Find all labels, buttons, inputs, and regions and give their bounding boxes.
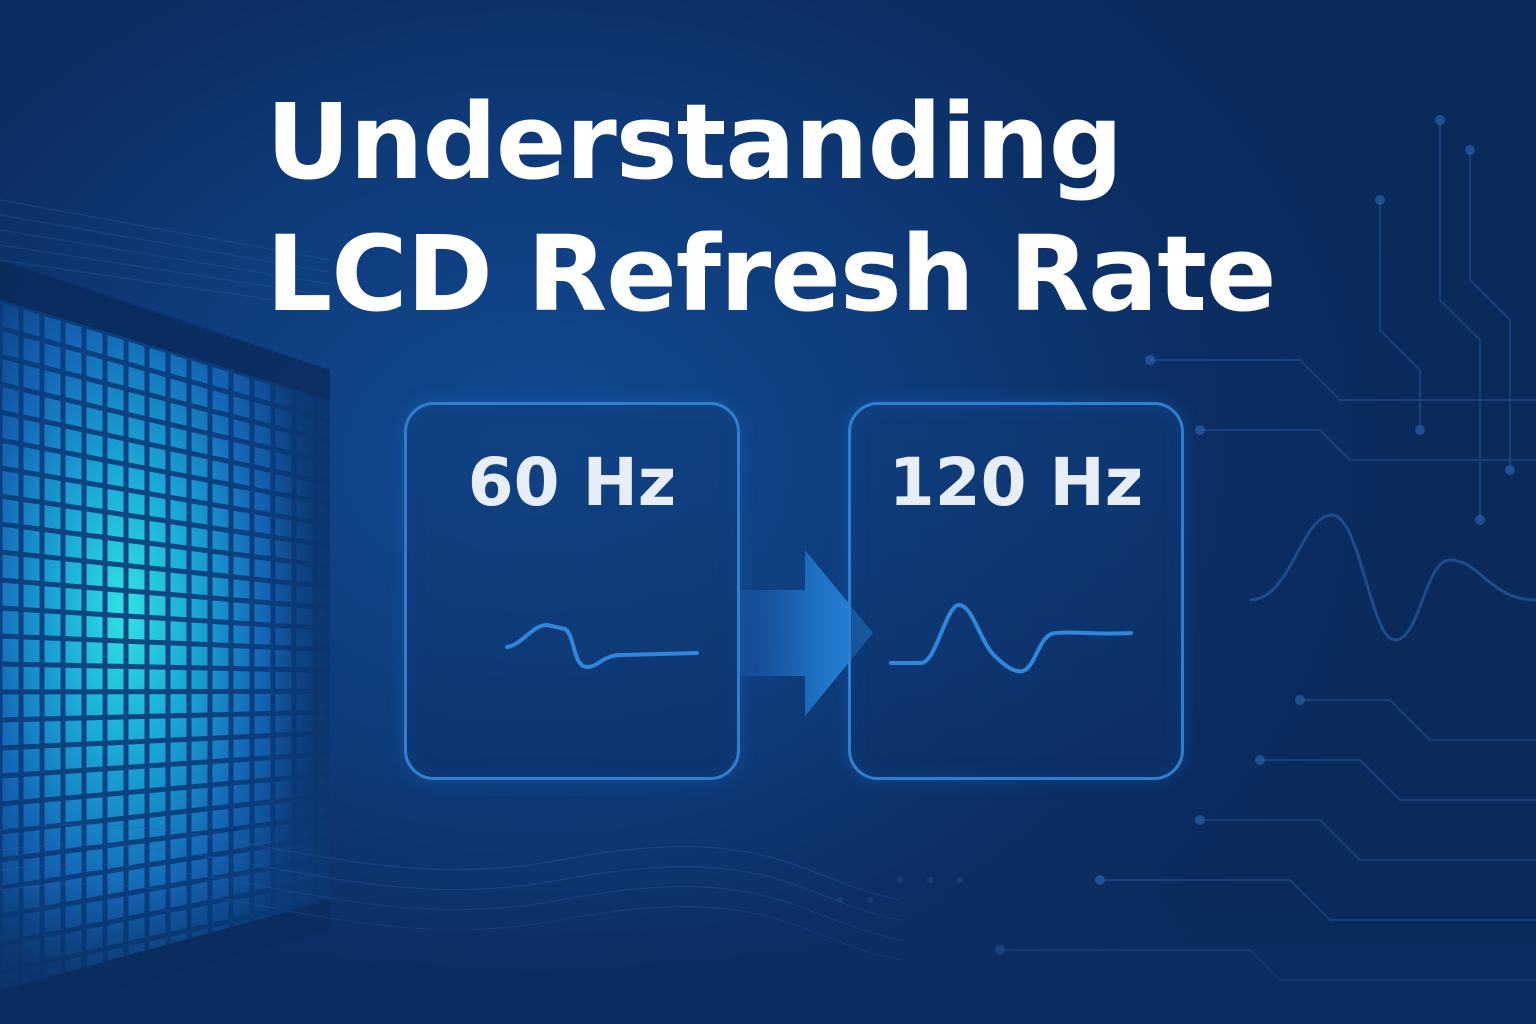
panel-120hz: 120 Hz	[848, 402, 1184, 780]
arrow-right-icon	[740, 550, 873, 716]
panel-label-120hz: 120 Hz	[888, 444, 1144, 521]
panel-60hz: 60 Hz	[404, 402, 740, 780]
panel-label-60hz: 60 Hz	[467, 444, 677, 521]
page-title: Understanding LCD Refresh Rate	[266, 76, 1276, 340]
title-line-1: Understanding	[266, 81, 1123, 203]
waveform-icon	[861, 561, 1171, 729]
title-line-2: LCD Refresh Rate	[266, 213, 1276, 335]
waveform-icon	[417, 561, 727, 729]
